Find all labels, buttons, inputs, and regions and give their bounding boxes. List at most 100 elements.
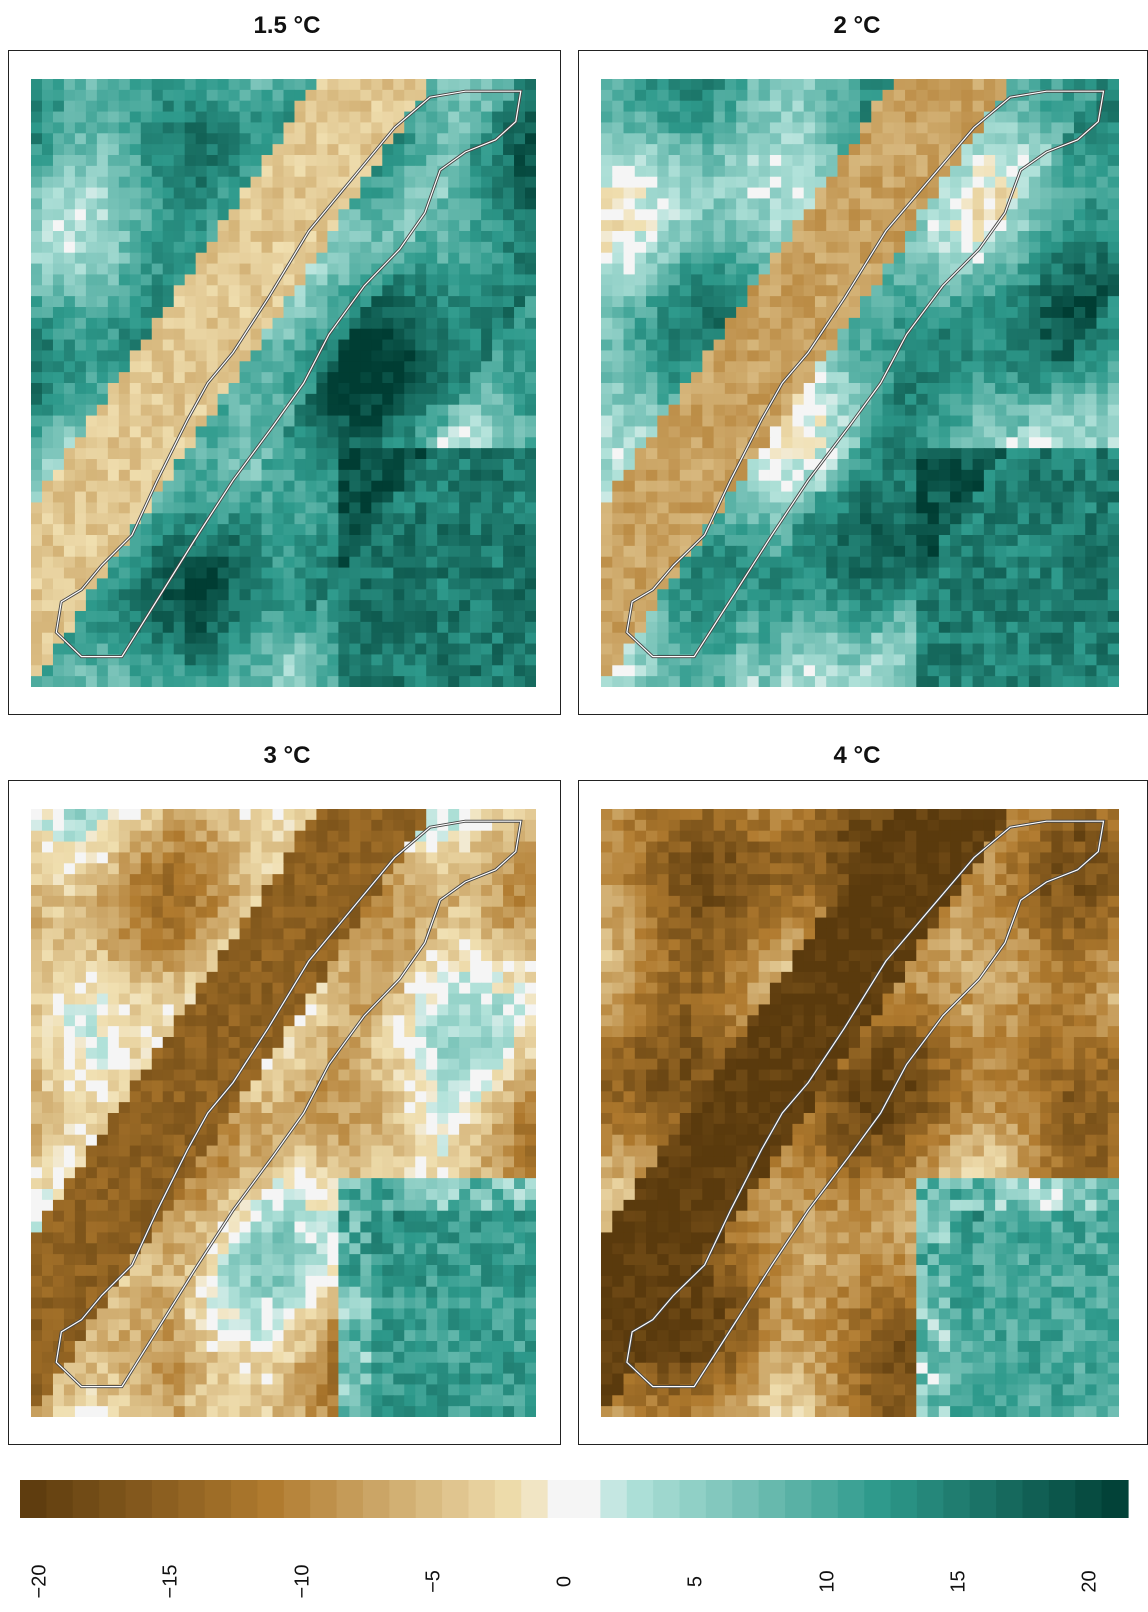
raster-cell [514, 339, 526, 351]
raster-cell [118, 220, 131, 232]
raster-cell [448, 491, 460, 503]
raster-cell [646, 545, 658, 558]
raster-cell [371, 654, 383, 666]
raster-cell [1096, 122, 1109, 134]
raster-cell [927, 220, 940, 232]
raster-cell [85, 100, 98, 113]
raster-cell [803, 535, 816, 547]
raster-cell [206, 567, 219, 579]
raster-cell [1006, 502, 1019, 514]
raster-cell [41, 545, 54, 558]
raster-cell [250, 513, 263, 525]
raster-cell [129, 589, 142, 601]
raster-cell [404, 676, 416, 687]
raster-cell [1017, 317, 1030, 330]
raster-cell [814, 89, 827, 102]
raster-cell [338, 144, 350, 156]
raster-cell [140, 339, 153, 351]
raster-cell [691, 437, 703, 449]
raster-cell [1062, 383, 1075, 395]
raster-cell [283, 144, 295, 156]
raster-cell [492, 350, 504, 362]
raster-cell [679, 426, 692, 438]
raster-cell [679, 611, 692, 623]
raster-cell [747, 600, 760, 612]
raster-cell [724, 328, 737, 341]
raster-cell [623, 274, 636, 286]
raster-cell [1006, 578, 1019, 590]
raster-cell [612, 426, 625, 438]
raster-cell [393, 426, 405, 438]
raster-cell [459, 187, 471, 199]
raster-cell [736, 448, 748, 460]
raster-cell [601, 459, 613, 471]
raster-cell [1028, 89, 1041, 102]
raster-cell [1028, 372, 1041, 384]
raster-cell [1096, 209, 1109, 221]
raster-cell [448, 307, 460, 319]
raster-cell [514, 524, 526, 536]
raster-cell [758, 350, 771, 362]
raster-cell [702, 328, 715, 341]
raster-cell [448, 676, 460, 687]
raster-cell [1107, 144, 1119, 156]
raster-cell [52, 578, 65, 590]
raster-cell [217, 296, 230, 308]
raster-cell [1006, 491, 1019, 503]
raster-cell [860, 220, 872, 232]
raster-cell [1006, 600, 1019, 612]
raster-cell [724, 589, 737, 601]
raster-cell [437, 654, 449, 666]
raster-cell [41, 307, 54, 319]
raster-cell [206, 187, 219, 199]
raster-cell [724, 643, 737, 655]
raster-cell [724, 611, 737, 623]
raster-cell [41, 350, 54, 362]
raster-cell [837, 621, 850, 634]
raster-cell [646, 372, 658, 384]
raster-cell [871, 252, 884, 265]
raster-cell [283, 285, 295, 297]
raster-cell [239, 383, 252, 395]
raster-cell [837, 209, 850, 221]
raster-cell [679, 372, 692, 384]
raster-cell [525, 632, 536, 645]
raster-cell [916, 285, 929, 297]
raster-cell [781, 415, 793, 427]
raster-cell [151, 339, 164, 351]
raster-cell [338, 350, 350, 362]
raster-cell [1096, 263, 1109, 275]
raster-cell [803, 611, 816, 623]
raster-cell [31, 567, 43, 579]
raster-cell [736, 600, 748, 612]
raster-cell [217, 415, 230, 427]
raster-cell [448, 241, 460, 254]
raster-cell [349, 611, 361, 623]
raster-cell [52, 133, 65, 145]
raster-cell [239, 361, 252, 373]
raster-cell [481, 448, 493, 460]
raster-cell [338, 296, 350, 308]
raster-cell [826, 459, 838, 471]
raster-cell [916, 339, 929, 351]
raster-cell [173, 459, 186, 471]
raster-cell [893, 426, 906, 438]
raster-cell [74, 328, 87, 341]
raster-cell [118, 578, 131, 590]
raster-cell [514, 459, 526, 471]
raster-cell [1073, 155, 1086, 167]
raster-cell [316, 328, 328, 341]
raster-cell [893, 578, 906, 590]
raster-cell [85, 545, 98, 558]
raster-cell [360, 459, 372, 471]
raster-cell [601, 621, 613, 634]
raster-cell [905, 415, 917, 427]
raster-cell [360, 220, 372, 232]
raster-cell [1040, 437, 1052, 449]
raster-cell [107, 187, 120, 199]
raster-cell [96, 296, 109, 308]
raster-cell [826, 415, 838, 427]
raster-cell [792, 372, 805, 384]
raster-cell [415, 274, 427, 286]
raster-cell [437, 220, 449, 232]
